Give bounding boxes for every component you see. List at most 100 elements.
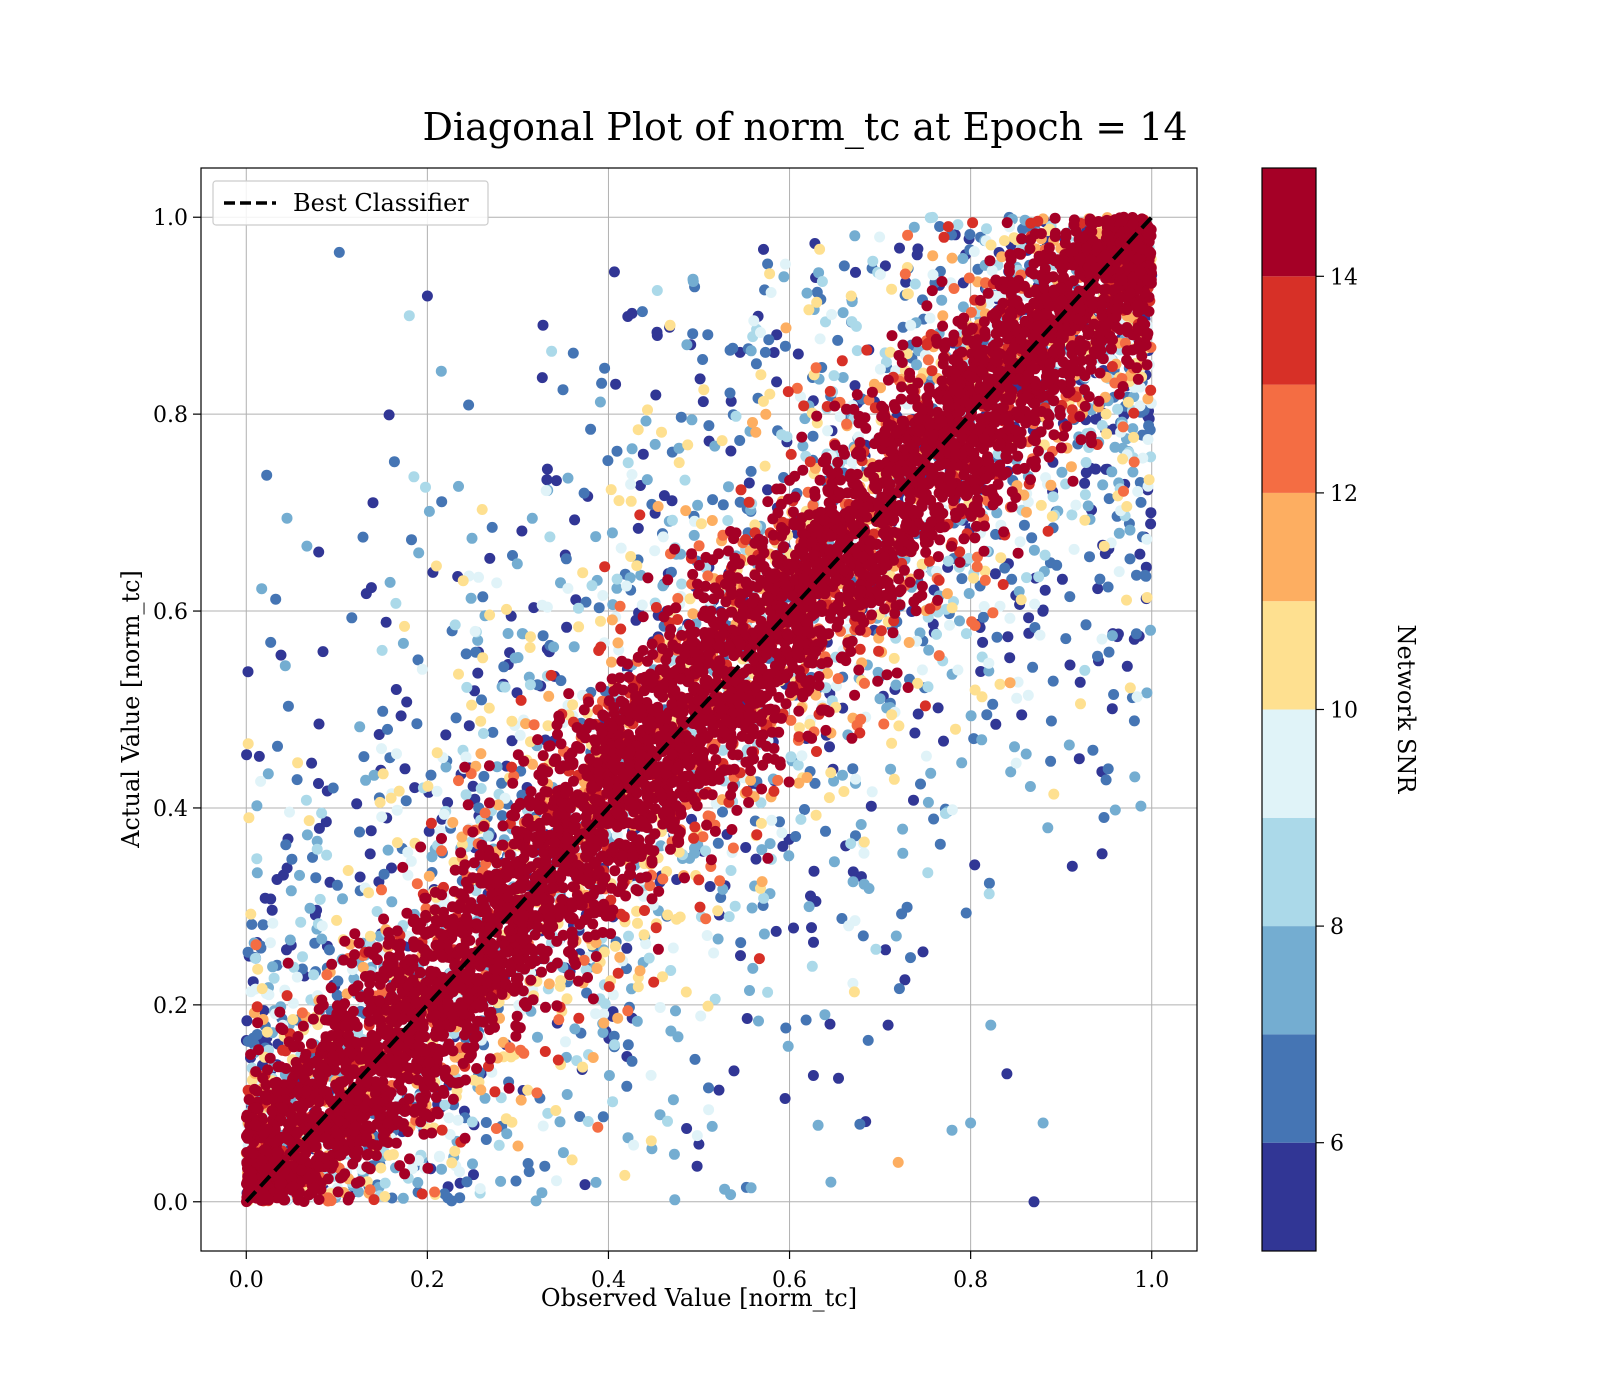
scatter-point <box>1132 486 1144 497</box>
scatter-point <box>379 1177 391 1189</box>
scatter-point <box>828 775 840 787</box>
scatter-point <box>536 372 548 384</box>
scatter-point <box>652 501 664 512</box>
scatter-point <box>543 690 555 702</box>
scatter-point <box>245 986 257 998</box>
scatter-point <box>281 512 293 524</box>
scatter-point <box>725 865 737 876</box>
scatter-point <box>267 961 279 973</box>
scatter-point <box>765 287 777 298</box>
scatter-point <box>1143 474 1155 486</box>
scatter-point <box>694 373 706 385</box>
scatter-point <box>1039 549 1051 561</box>
scatter-point <box>377 705 389 717</box>
scatter-point <box>1002 631 1014 643</box>
scatter-point <box>680 986 692 998</box>
scatter-point <box>364 1184 376 1196</box>
scatter-point <box>599 362 611 374</box>
scatter-point <box>400 795 412 807</box>
scatter-point <box>1037 1117 1049 1129</box>
scatter-point <box>436 1163 447 1175</box>
scatter-point <box>847 876 859 888</box>
scatter-point <box>374 796 386 808</box>
scatter-point <box>750 853 762 865</box>
scatter-point <box>595 615 606 627</box>
scatter-point <box>928 813 940 825</box>
scatter-point <box>461 1176 473 1188</box>
scatter-point <box>745 465 757 477</box>
scatter-point <box>1143 420 1155 432</box>
scatter-point <box>965 1117 977 1129</box>
scatter-point <box>550 1105 562 1116</box>
scatter-point <box>282 700 294 712</box>
scatter-point <box>294 869 305 881</box>
scatter-point <box>758 928 770 940</box>
scatter-point <box>423 870 435 882</box>
scatter-point <box>922 681 934 693</box>
scatter-point <box>922 867 934 879</box>
scatter-point <box>744 985 755 996</box>
scatter-point <box>664 319 676 331</box>
scatter-point <box>614 951 626 963</box>
scatter-point <box>632 651 644 663</box>
scatter-point <box>468 1169 479 1181</box>
scatter-point <box>457 575 469 587</box>
scatter-point <box>597 1027 609 1038</box>
scatter-point <box>460 751 472 763</box>
scatter-point <box>723 481 734 493</box>
scatter-point <box>866 786 878 798</box>
scatter-point <box>976 691 988 703</box>
scatter-point <box>903 637 915 648</box>
scatter-point <box>966 616 978 628</box>
scatter-point <box>820 316 831 328</box>
scatter-point <box>625 551 637 562</box>
scatter-point <box>753 953 765 965</box>
scatter-point <box>722 515 734 526</box>
scatter-point <box>365 825 377 837</box>
scatter-point <box>968 572 979 584</box>
scatter-point <box>911 249 923 261</box>
scatter-point <box>297 951 308 963</box>
scatter-point <box>804 456 816 468</box>
scatter-point <box>717 806 728 818</box>
scatter-point <box>837 769 848 781</box>
scatter-point <box>706 515 718 526</box>
scatter-point <box>447 817 459 828</box>
scatter-point <box>712 933 724 945</box>
scatter-point <box>537 1120 549 1132</box>
scatter-point <box>981 709 993 721</box>
scatter-point <box>1070 499 1082 511</box>
scatter-point <box>762 986 774 998</box>
scatter-point <box>923 644 935 656</box>
scatter-point <box>963 588 975 599</box>
scatter-point <box>291 774 303 786</box>
scatter-point <box>805 890 816 902</box>
scatter-point <box>692 499 704 511</box>
scatter-point <box>1121 501 1133 512</box>
scatter-point <box>836 913 848 924</box>
scatter-point <box>241 1015 253 1027</box>
scatter-point <box>983 657 995 669</box>
scatter-point <box>1106 361 1118 372</box>
scatter-point <box>401 696 413 708</box>
scatter-point <box>603 1070 615 1081</box>
scatter-point <box>1145 507 1157 519</box>
scatter-point <box>443 1112 455 1124</box>
scatter-point <box>694 901 706 913</box>
scatter-point <box>493 1139 505 1151</box>
scatter-point <box>908 794 919 806</box>
scatter-point <box>587 1052 599 1063</box>
scatter-point <box>475 783 487 794</box>
scatter-point <box>1035 499 1047 511</box>
scatter-point <box>714 875 726 887</box>
scatter-point <box>850 266 861 278</box>
scatter-point <box>825 767 837 779</box>
scatter-point <box>1117 453 1129 465</box>
scatter-point <box>461 681 473 693</box>
scatter-point <box>250 952 261 964</box>
scatter-point <box>750 426 762 438</box>
scatter-point <box>759 460 771 472</box>
scatter-point <box>567 347 579 359</box>
scatter-point <box>854 643 866 655</box>
scatter-point <box>991 631 1003 643</box>
